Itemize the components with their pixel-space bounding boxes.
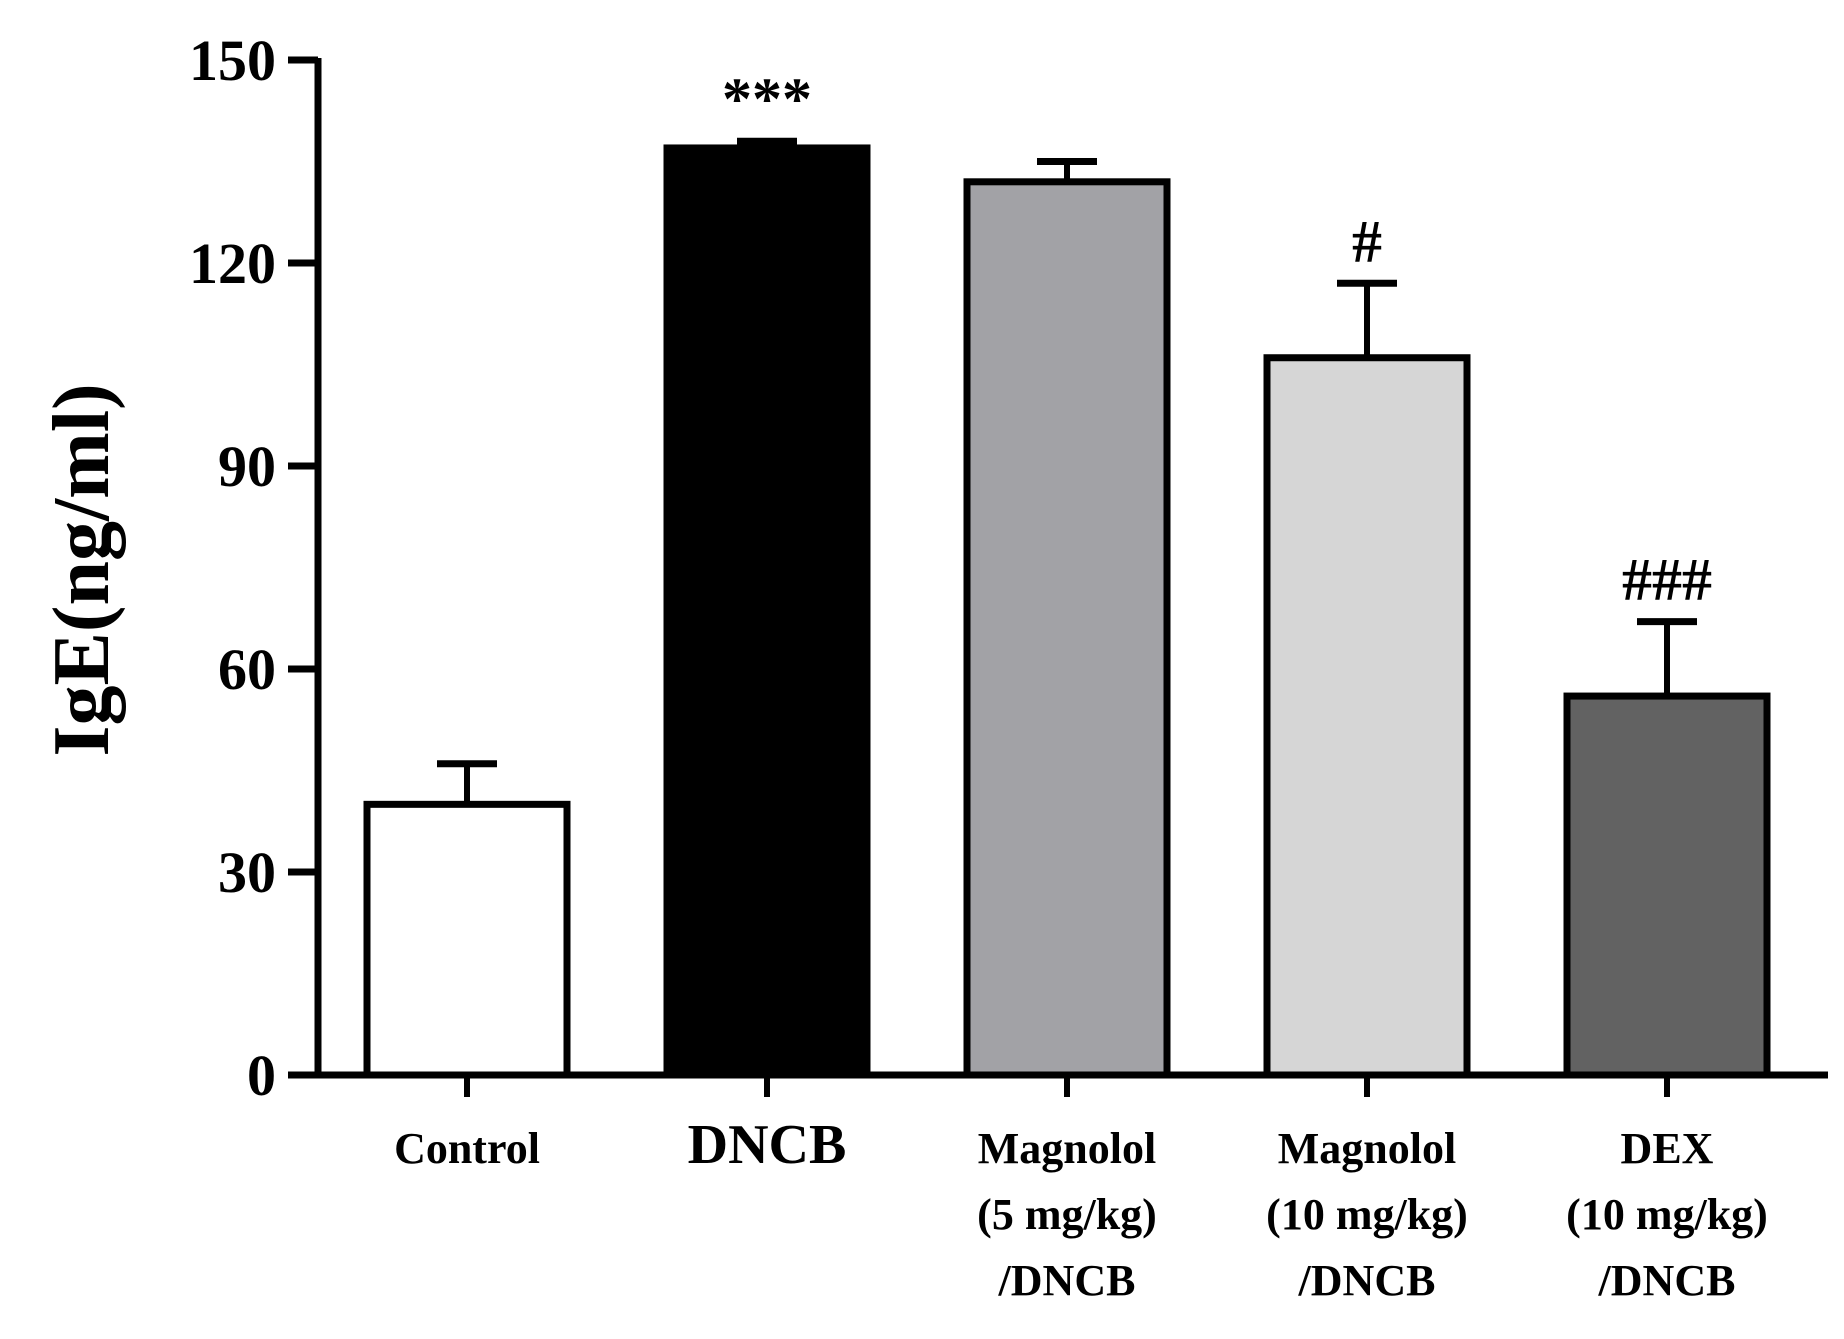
significance-marker: ###	[1622, 547, 1712, 613]
y-tick-label: 30	[218, 840, 276, 905]
x-tick-label: (10 mg/kg)	[1566, 1190, 1768, 1239]
y-tick-label: 0	[247, 1043, 276, 1108]
significance-marker: ***	[722, 66, 812, 132]
x-tick-label: /DNCB	[1598, 1256, 1736, 1305]
x-tick-label: DEX	[1621, 1124, 1714, 1173]
plot-area: 0 30 60 90 120 150 Control *** DNCB Magnolol (5 mg…	[189, 28, 1828, 1305]
x-tick-label: (10 mg/kg)	[1266, 1190, 1468, 1239]
x-tick-label: /DNCB	[1298, 1256, 1436, 1305]
x-tick-label: DNCB	[688, 1114, 847, 1176]
x-tick-label: Magnolol	[978, 1124, 1156, 1173]
y-tick-label: 90	[218, 434, 276, 499]
y-tick-label: 60	[218, 637, 276, 702]
y-tick-label: 120	[189, 231, 276, 296]
bar	[363, 800, 571, 1079]
x-tick-label: Control	[394, 1124, 540, 1173]
bar	[1563, 692, 1771, 1079]
x-tick-label: Magnolol	[1278, 1124, 1456, 1173]
significance-marker: #	[1352, 208, 1382, 274]
bar	[663, 144, 871, 1079]
x-tick-label: (5 mg/kg)	[977, 1190, 1157, 1239]
x-tick-label: /DNCB	[998, 1256, 1136, 1305]
y-tick-label: 150	[189, 28, 276, 93]
y-axis-label: IgE(ng/ml)	[38, 383, 126, 756]
bar	[1263, 354, 1471, 1079]
bar	[963, 178, 1171, 1079]
